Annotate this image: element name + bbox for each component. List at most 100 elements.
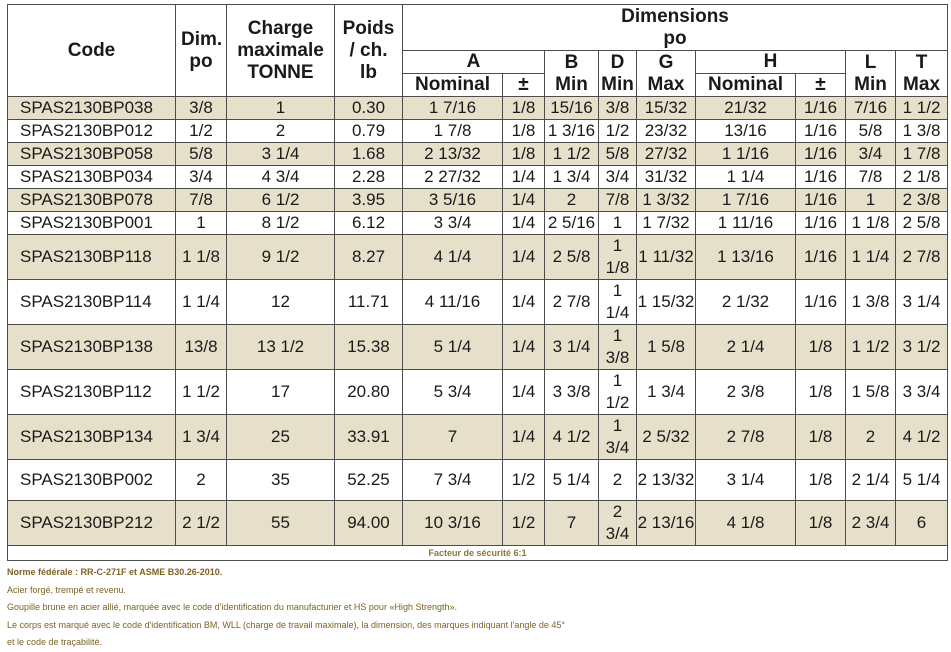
cell-b-min: 3 1/4: [544, 324, 599, 370]
cell-h-pm: 1/16: [795, 142, 846, 166]
cell-charge: 1: [226, 96, 335, 120]
cell-charge: 12: [226, 279, 335, 325]
table-row: SPAS2130BP212 2 1/2 55 94.00 10 3/16 1/2 7 2 3/…: [7, 500, 949, 546]
table-header: Code Dim. po Charge maximale TONNE Poids…: [7, 4, 949, 97]
cell-a-pm: 1/8: [502, 119, 545, 143]
cell-a-pm: 1/4: [502, 324, 545, 370]
cell-g-max: 31/32: [636, 165, 696, 189]
cell-l-min: 1 1/2: [845, 324, 896, 370]
cell-charge: 17: [226, 369, 335, 415]
cell-t-max: 1 7/8: [894, 142, 949, 166]
cell-t-max: 1 3/8: [894, 119, 949, 143]
cell-code: SPAS2130BP058: [7, 142, 176, 166]
cell-charge: 3 1/4: [226, 142, 335, 166]
cell-l-min: 1 5/8: [845, 369, 896, 415]
cell-g-max: 2 13/16: [636, 500, 696, 546]
table-row: SPAS2130BP038 3/8 1 0.30 1 7/16 1/8 15/16 3/8 15…: [7, 96, 949, 120]
header-l-sub: Min: [854, 73, 887, 95]
cell-g-max: 2 13/32: [636, 459, 696, 501]
header-d-sub: Min: [601, 73, 634, 95]
cell-h-nom: 2 1/4: [695, 324, 796, 370]
cell-a-pm: 1/4: [502, 414, 545, 460]
table-row: SPAS2130BP034 3/4 4 3/4 2.28 2 27/32 1/4 1 3/4…: [7, 165, 949, 189]
cell-a-nom: 10 3/16: [402, 500, 503, 546]
cell-h-pm: 1/8: [795, 500, 846, 546]
note-body-marking: Le corps est marqué avec le code d'ident…: [7, 619, 565, 630]
cell-a-nom: 4 1/4: [402, 234, 503, 280]
cell-b-min: 2: [544, 188, 599, 212]
cell-d-min: 1/2: [598, 119, 637, 143]
cell-code: SPAS2130BP078: [7, 188, 176, 212]
cell-h-nom: 21/32: [695, 96, 796, 120]
cell-code: SPAS2130BP034: [7, 165, 176, 189]
cell-l-min: 1 3/8: [845, 279, 896, 325]
cell-dim: 1 1/4: [175, 279, 227, 325]
cell-d-min: 3/4: [598, 165, 637, 189]
cell-h-pm: 1/16: [795, 188, 846, 212]
cell-t-max: 3 1/4: [894, 279, 949, 325]
cell-g-max: 1 5/8: [636, 324, 696, 370]
cell-a-pm: 1/2: [502, 500, 545, 546]
cell-h-pm: 1/16: [795, 165, 846, 189]
cell-t-max: 2 1/8: [894, 165, 949, 189]
header-dimensions: Dimensions po: [401, 4, 949, 51]
cell-a-pm: 1/4: [502, 369, 545, 415]
cell-dim: 1 1/2: [175, 369, 227, 415]
cell-code: SPAS2130BP118: [7, 234, 176, 280]
cell-g-max: 15/32: [636, 96, 696, 120]
cell-h-pm: 1/16: [795, 96, 846, 120]
cell-code: SPAS2130BP038: [7, 96, 176, 120]
cell-t-max: 2 3/8: [894, 188, 949, 212]
cell-g-max: 1 3/4: [636, 369, 696, 415]
cell-h-nom: 4 1/8: [695, 500, 796, 546]
note-pin: Goupille brune en acier allié, marquée a…: [7, 602, 457, 612]
cell-poids: 6.12: [334, 211, 403, 235]
cell-a-pm: 1/4: [502, 211, 545, 235]
cell-d-min: 2: [598, 459, 637, 501]
header-g-letter: G: [658, 51, 674, 73]
cell-charge: 6 1/2: [226, 188, 335, 212]
cell-a-nom: 5 1/4: [402, 324, 503, 370]
cell-l-min: 2: [845, 414, 896, 460]
cell-a-pm: 1/8: [502, 142, 545, 166]
cell-a-pm: 1/4: [502, 234, 545, 280]
table-row: SPAS2130BP078 7/8 6 1/2 3.95 3 5/16 1/4 2 7/8 1 …: [7, 188, 949, 212]
cell-h-pm: 1/8: [795, 324, 846, 370]
cell-g-max: 1 11/32: [636, 234, 696, 280]
cell-l-min: 1 1/8: [845, 211, 896, 235]
cell-h-pm: 1/16: [795, 234, 846, 280]
cell-a-nom: 4 11/16: [402, 279, 503, 325]
header-h: H: [695, 50, 846, 74]
cell-a-pm: 1/8: [502, 96, 545, 120]
cell-code: SPAS2130BP001: [7, 211, 176, 235]
header-a-nominal: Nominal: [402, 73, 503, 97]
cell-h-pm: 1/8: [795, 414, 846, 460]
cell-g-max: 23/32: [636, 119, 696, 143]
table-row: SPAS2130BP058 5/8 3 1/4 1.68 2 13/32 1/8 1 1/2…: [7, 142, 949, 166]
cell-b-min: 1 3/16: [544, 119, 599, 143]
cell-poids: 0.30: [334, 96, 403, 120]
cell-g-max: 27/32: [636, 142, 696, 166]
note-standard: Norme fédérale : RR-C-271F et ASME B30.2…: [7, 567, 223, 577]
cell-poids: 0.79: [334, 119, 403, 143]
cell-poids: 1.68: [334, 142, 403, 166]
cell-poids: 3.95: [334, 188, 403, 212]
header-poids: Poids / ch. lb: [334, 4, 403, 97]
cell-h-nom: 2 1/32: [695, 279, 796, 325]
cell-d-min: 2 3/4: [598, 500, 637, 546]
cell-dim: 5/8: [175, 142, 227, 166]
cell-dim: 3/4: [175, 165, 227, 189]
cell-code: SPAS2130BP012: [7, 119, 176, 143]
cell-a-nom: 1 7/16: [402, 96, 503, 120]
cell-charge: 8 1/2: [226, 211, 335, 235]
header-a-tolerance: ±: [502, 73, 545, 97]
header-g-sub: Max: [647, 73, 685, 95]
cell-h-nom: 1 11/16: [695, 211, 796, 235]
cell-g-max: 2 5/32: [636, 414, 696, 460]
safety-factor-note: Facteur de sécurité 6:1: [6, 545, 949, 561]
header-b-sub: Min: [555, 73, 588, 95]
cell-b-min: 15/16: [544, 96, 599, 120]
cell-dim: 1 3/4: [175, 414, 227, 460]
cell-poids: 20.80: [334, 369, 403, 415]
cell-h-pm: 1/16: [795, 211, 846, 235]
